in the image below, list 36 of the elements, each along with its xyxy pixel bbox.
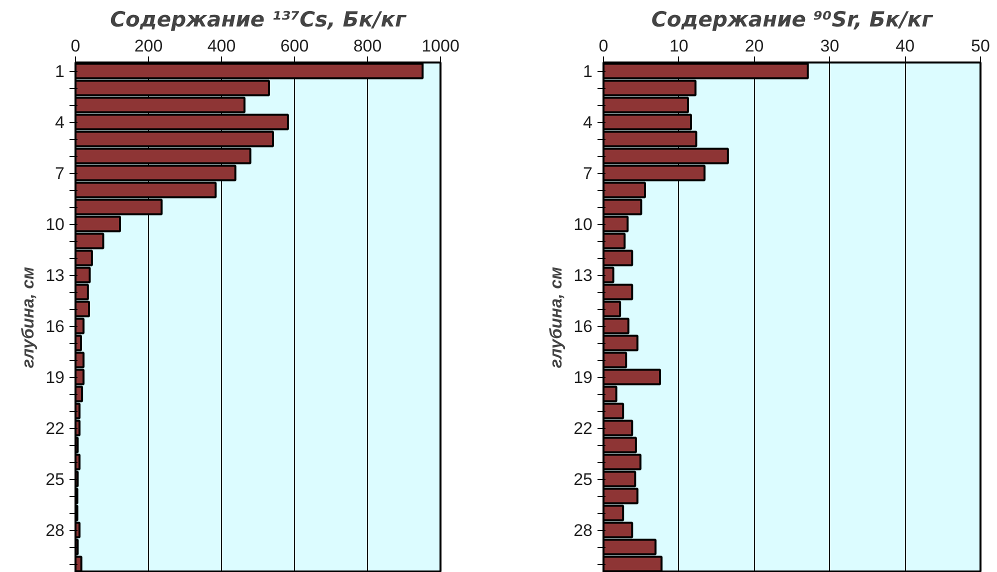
y-tick-label: 7 bbox=[55, 164, 65, 183]
chart-title: Содержание ⁹⁰Sr, Бк/кг bbox=[651, 8, 934, 32]
x-tick-label: 50 bbox=[971, 36, 990, 56]
y-tick-label: 25 bbox=[574, 470, 593, 489]
y-tick-label: 16 bbox=[46, 317, 65, 336]
y-tick-label: 1 bbox=[583, 62, 593, 81]
y-tick-label: 16 bbox=[574, 317, 593, 336]
y-tick-label: 22 bbox=[46, 419, 65, 438]
y-tick-label: 10 bbox=[46, 215, 65, 234]
y-tick-label: 25 bbox=[46, 470, 65, 489]
y-tick-label: 10 bbox=[574, 215, 593, 234]
y-tick-label: 4 bbox=[583, 113, 593, 132]
y-tick-label: 19 bbox=[46, 368, 65, 387]
y-tick-label: 13 bbox=[574, 266, 593, 285]
y-tick-label: 4 bbox=[55, 113, 65, 132]
y-tick-label: 28 bbox=[46, 521, 65, 540]
x-tick-label: 200 bbox=[134, 36, 163, 56]
y-tick-label: 19 bbox=[574, 368, 593, 387]
x-tick-label: 30 bbox=[820, 36, 840, 56]
y-tick-label: 22 bbox=[574, 419, 593, 438]
y-tick-label: 7 bbox=[583, 164, 593, 183]
x-tick-label: 400 bbox=[207, 36, 236, 56]
x-tick-label: 600 bbox=[280, 36, 309, 56]
x-tick-label: 0 bbox=[70, 36, 80, 56]
y-axis-title: глубина, см bbox=[18, 266, 38, 368]
x-tick-label: 0 bbox=[598, 36, 608, 56]
y-tick-label: 28 bbox=[574, 521, 593, 540]
x-tick-label: 10 bbox=[669, 36, 688, 56]
x-tick-label: 1000 bbox=[422, 36, 460, 56]
y-tick-label: 1 bbox=[55, 62, 65, 81]
y-tick-label: 13 bbox=[46, 266, 65, 285]
y-axis-title: глубина, см bbox=[546, 266, 566, 368]
x-tick-label: 800 bbox=[353, 36, 382, 56]
chart-title: Содержание ¹³⁷Cs, Бк/кг bbox=[110, 8, 407, 32]
x-tick-label: 20 bbox=[744, 36, 764, 56]
x-tick-label: 40 bbox=[896, 36, 915, 56]
